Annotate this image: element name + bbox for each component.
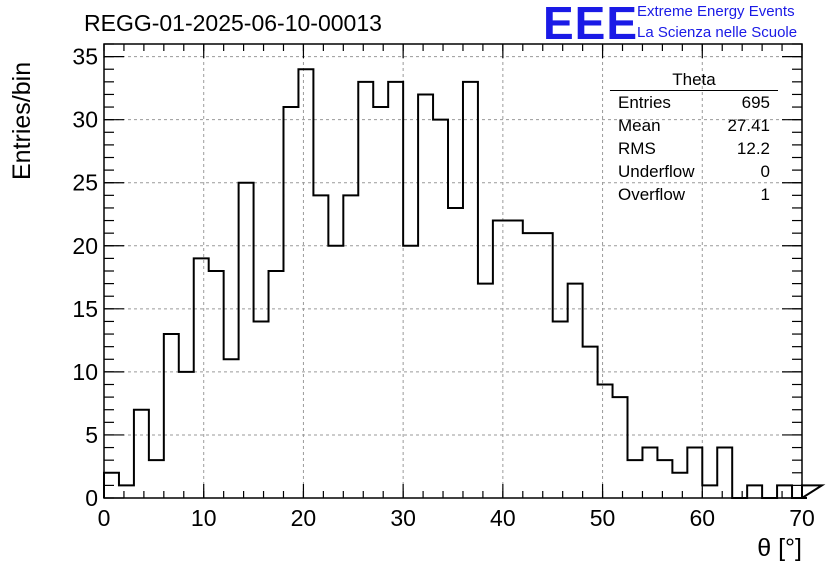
y-axis-label: Entries/bin	[8, 61, 36, 180]
stats-label: RMS	[618, 139, 656, 158]
eee-logo: EEE	[543, 0, 639, 49]
grid-lines	[104, 44, 802, 498]
x-axis-label: θ [°]	[757, 534, 802, 562]
x-tick-label: 10	[191, 505, 217, 531]
stats-row-underflow: Underflow 0	[610, 160, 778, 183]
y-tick-label: 25	[72, 170, 98, 196]
y-tick-label: 5	[85, 422, 98, 448]
plot-frame	[103, 43, 803, 499]
stats-value: 12.2	[736, 139, 770, 158]
logo-tagline-1: Extreme Energy Events	[637, 3, 795, 20]
logo-tagline-2: La Scienza nelle Scuole	[637, 24, 798, 41]
y-tick-label: 0	[85, 485, 98, 511]
stats-row-rms: RMS 12.2	[610, 137, 778, 160]
stats-label: Mean	[618, 116, 661, 135]
y-tick-label: 15	[72, 296, 98, 322]
stats-label: Underflow	[618, 162, 695, 181]
x-tick-label: 20	[291, 505, 317, 531]
stats-value: 695	[741, 93, 770, 112]
x-tick-label: 40	[490, 505, 516, 531]
y-tick-label: 10	[72, 359, 98, 385]
histogram-line	[103, 68, 826, 499]
y-tick-label: 30	[72, 107, 98, 133]
x-tick-label: 70	[789, 505, 815, 531]
stats-row-overflow: Overflow 1	[610, 183, 778, 206]
chart-title: REGG-01-2025-06-10-00013	[84, 10, 382, 36]
stats-row-mean: Mean 27.41	[610, 114, 778, 137]
x-tick-label: 60	[689, 505, 715, 531]
y-tick-label: 20	[72, 233, 98, 259]
y-tick-label: 35	[72, 44, 98, 70]
stats-label: Entries	[618, 93, 671, 112]
stats-row-entries: Entries 695	[610, 91, 778, 114]
x-tick-label: 30	[390, 505, 416, 531]
stats-value: 1	[760, 185, 770, 204]
stats-value: 27.41	[727, 116, 770, 135]
x-tick-label: 0	[98, 505, 111, 531]
stats-label: Overflow	[618, 185, 686, 204]
stats-box: Theta Entries 695 Mean 27.41 RMS 12.2 Un…	[610, 70, 778, 206]
stats-title: Theta	[610, 70, 778, 91]
x-tick-label: 50	[590, 505, 616, 531]
stats-value: 0	[760, 162, 770, 181]
